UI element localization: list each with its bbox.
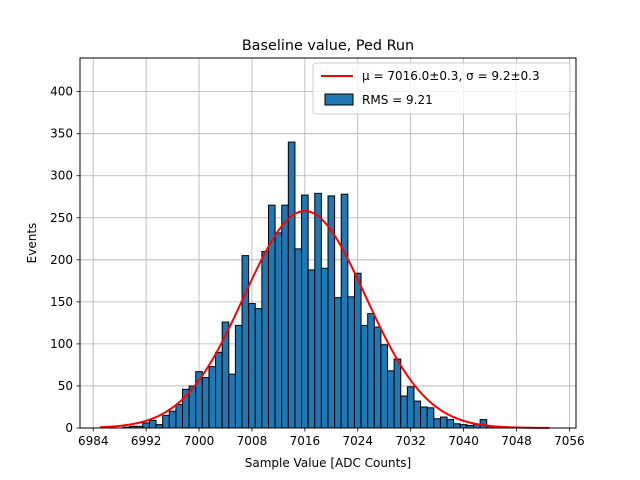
histogram-bar xyxy=(254,308,263,429)
histogram-bar xyxy=(314,192,322,429)
histogram-bar xyxy=(287,141,296,429)
y-tick-label: 100 xyxy=(50,337,73,351)
x-tick-label: 7024 xyxy=(342,434,373,448)
histogram-bar xyxy=(387,370,395,429)
y-axis-ticks: 0 50 100 150 200 250 300 350 400 xyxy=(50,85,80,435)
x-axis-label: Sample Value [ADC Counts] xyxy=(245,456,411,470)
x-tick-label: 7048 xyxy=(501,434,532,448)
histogram-bar xyxy=(453,423,461,429)
x-tick-label: 7032 xyxy=(395,434,426,448)
gaussian-fit-line xyxy=(99,210,550,429)
histogram-bar xyxy=(334,297,342,429)
plot-frame xyxy=(79,57,577,429)
y-tick-label: 0 xyxy=(65,421,73,435)
histogram-bar xyxy=(446,419,455,429)
histogram-bar xyxy=(148,419,157,429)
legend-box xyxy=(312,62,571,115)
histogram-bar xyxy=(208,366,217,429)
legend-fit-label: μ = 7016.0±0.3, σ = 9.2±0.3 xyxy=(362,69,540,83)
x-tick-label: 7040 xyxy=(448,434,479,448)
y-tick-label: 250 xyxy=(50,211,73,225)
y-tick-label: 150 xyxy=(50,295,73,309)
histogram-bar xyxy=(248,303,256,429)
histogram-bar xyxy=(241,255,250,429)
histogram-bar xyxy=(420,406,428,429)
y-tick-label: 400 xyxy=(50,85,73,99)
histogram-bar xyxy=(142,422,150,429)
x-tick-label: 6992 xyxy=(131,434,162,448)
histogram-bar xyxy=(393,358,402,429)
histogram-bar xyxy=(439,416,448,429)
legend-histogram-swatch xyxy=(324,93,354,106)
histogram-bar xyxy=(307,269,316,429)
histogram-bar xyxy=(413,400,422,429)
legend-histogram-label: RMS = 9.21 xyxy=(362,93,433,107)
histogram-bar xyxy=(215,351,223,429)
histogram-bar xyxy=(281,204,289,429)
histogram-bar xyxy=(347,296,355,429)
gaussian-fit-curve xyxy=(99,210,550,429)
legend: μ = 7016.0±0.3, σ = 9.2±0.3 RMS = 9.21 xyxy=(312,62,571,115)
histogram-bar xyxy=(162,414,170,429)
x-tick-label: 7016 xyxy=(290,434,321,448)
x-tick-label: 7056 xyxy=(554,434,585,448)
histogram-bar xyxy=(373,326,382,429)
histogram-bar xyxy=(261,250,269,429)
x-axis-ticks: 6984 6992 7000 7008 7016 7024 7032 7040 7048 7056 xyxy=(78,428,585,448)
histogram-bar xyxy=(360,324,369,429)
histogram-bar xyxy=(234,324,243,429)
y-tick-label: 350 xyxy=(50,127,73,141)
histogram-bar xyxy=(433,418,441,429)
histogram-bar xyxy=(175,403,184,429)
y-tick-label: 50 xyxy=(58,379,73,393)
chart-title: Baseline value, Ped Run xyxy=(242,38,414,54)
histogram-bar xyxy=(228,373,236,429)
x-tick-label: 6984 xyxy=(78,434,109,448)
histogram-bar xyxy=(168,410,177,429)
histogram-bar xyxy=(406,386,415,429)
histogram-bar xyxy=(400,395,408,429)
histogram-bar xyxy=(320,267,329,429)
histogram-bar xyxy=(353,272,362,429)
histogram-bar xyxy=(340,193,349,429)
histogram-bar xyxy=(155,424,164,429)
histogram-bars xyxy=(122,141,501,429)
y-tick-label: 200 xyxy=(50,253,73,267)
histogram-bar xyxy=(274,232,283,429)
y-axis-label: Events xyxy=(25,223,39,264)
histogram-bar xyxy=(459,424,468,429)
x-tick-label: 7008 xyxy=(237,434,268,448)
histogram-bar xyxy=(201,377,210,429)
histogram-bar xyxy=(380,344,389,429)
x-tick-label: 7000 xyxy=(184,434,215,448)
histogram-bar xyxy=(294,248,303,429)
y-tick-label: 300 xyxy=(50,169,73,183)
histogram-bar xyxy=(426,407,435,429)
histogram-bar xyxy=(301,194,309,429)
histogram-bar xyxy=(367,313,375,429)
